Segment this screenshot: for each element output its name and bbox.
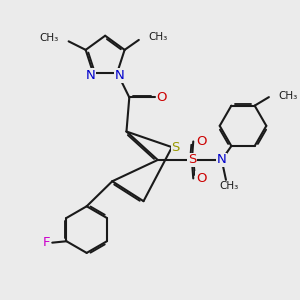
Text: F: F bbox=[43, 236, 50, 249]
Text: N: N bbox=[217, 153, 226, 167]
Text: O: O bbox=[157, 91, 167, 104]
Text: S: S bbox=[188, 153, 196, 167]
Text: N: N bbox=[115, 69, 124, 82]
Text: CH₃: CH₃ bbox=[149, 32, 168, 42]
Text: O: O bbox=[196, 135, 206, 148]
Text: O: O bbox=[196, 172, 206, 185]
Text: N: N bbox=[86, 69, 96, 82]
Text: CH₃: CH₃ bbox=[219, 181, 238, 190]
Text: CH₃: CH₃ bbox=[279, 91, 298, 101]
Text: S: S bbox=[171, 141, 179, 154]
Text: CH₃: CH₃ bbox=[39, 34, 59, 44]
